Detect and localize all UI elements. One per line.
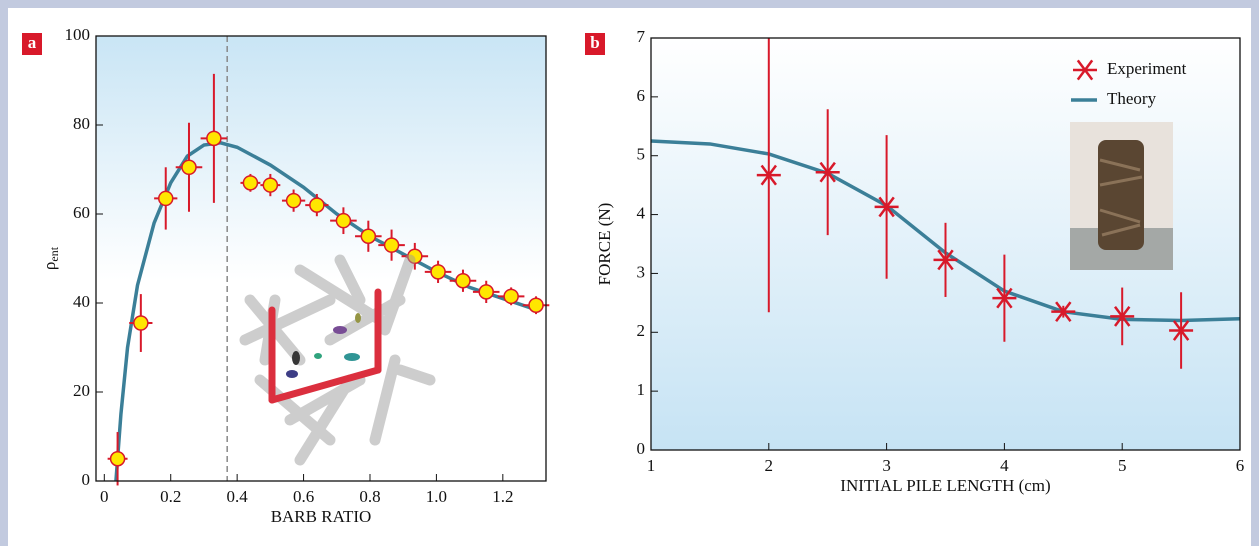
asterisk-marker bbox=[992, 287, 1017, 309]
x-tick-label: 4 bbox=[1000, 456, 1009, 475]
data-point bbox=[383, 237, 400, 253]
x-tick-label: 5 bbox=[1118, 456, 1127, 475]
asterisk-marker bbox=[874, 196, 899, 218]
plot-frame bbox=[95, 35, 547, 482]
y-axis-label: FORCE (N) bbox=[595, 203, 614, 286]
asterisk-stroke bbox=[1076, 59, 1094, 81]
x-tick-label: 1.0 bbox=[426, 487, 447, 506]
asterisk-stroke bbox=[760, 164, 777, 186]
x-tick-label: 2 bbox=[765, 456, 774, 475]
asterisk-marker bbox=[1073, 59, 1097, 81]
y-axis-label: ρent bbox=[40, 246, 61, 270]
panel-label: a bbox=[28, 33, 37, 52]
y-tick-label: 20 bbox=[73, 381, 90, 400]
x-tick-label: 1.2 bbox=[492, 487, 513, 506]
data-point bbox=[430, 264, 446, 280]
asterisk-stroke bbox=[1055, 301, 1072, 323]
asterisk-stroke bbox=[1114, 306, 1131, 327]
x-axis-label: INITIAL PILE LENGTH (cm) bbox=[840, 476, 1050, 495]
asterisk-marker bbox=[1110, 306, 1135, 327]
x-tick-label: 6 bbox=[1236, 456, 1245, 475]
x-axis-label: BARB RATIO bbox=[271, 507, 372, 526]
asterisk-marker bbox=[815, 161, 840, 183]
x-tick-label: 0.6 bbox=[293, 487, 314, 506]
x-tick-label: 0 bbox=[100, 487, 109, 506]
plot-background bbox=[96, 36, 546, 481]
x-tick-label: 0.8 bbox=[359, 487, 380, 506]
panel-label: b bbox=[590, 33, 599, 52]
data-point bbox=[181, 159, 197, 176]
y-tick-label: 7 bbox=[637, 27, 646, 46]
data-point bbox=[528, 297, 544, 313]
y-axis-label-main: ρ bbox=[40, 262, 59, 270]
data-point bbox=[285, 192, 302, 209]
y-tick-label: 2 bbox=[637, 321, 646, 340]
x-tick-label: 3 bbox=[882, 456, 891, 475]
data-point bbox=[133, 315, 149, 331]
data-point bbox=[206, 130, 222, 147]
plot-frame bbox=[650, 37, 1241, 451]
x-tick-label: 1 bbox=[647, 456, 656, 475]
asterisk-marker bbox=[933, 249, 958, 271]
asterisk-stroke bbox=[1172, 320, 1190, 341]
asterisk-stroke bbox=[937, 249, 954, 271]
y-tick-label: 80 bbox=[73, 114, 90, 133]
y-tick-label: 1 bbox=[637, 380, 646, 399]
data-point bbox=[360, 228, 377, 244]
y-tick-label: 4 bbox=[637, 203, 646, 222]
inset-photo bbox=[1070, 122, 1173, 270]
y-tick-label: 60 bbox=[73, 203, 90, 222]
asterisk-stroke bbox=[819, 161, 836, 183]
legend-label: Experiment bbox=[1107, 59, 1187, 78]
asterisk-marker bbox=[1051, 301, 1076, 323]
y-tick-label: 5 bbox=[637, 145, 646, 164]
y-tick-label: 3 bbox=[637, 262, 646, 281]
data-point bbox=[407, 248, 423, 265]
y-tick-label: 100 bbox=[65, 25, 91, 44]
asterisk-stroke bbox=[996, 287, 1013, 309]
data-point bbox=[157, 190, 174, 207]
x-tick-label: 0.2 bbox=[160, 487, 181, 506]
y-tick-label: 40 bbox=[73, 292, 90, 311]
data-point bbox=[503, 288, 519, 305]
y-tick-label: 6 bbox=[637, 86, 646, 105]
data-point bbox=[478, 284, 494, 300]
y-tick-label: 0 bbox=[82, 470, 91, 489]
x-tick-label: 0.4 bbox=[227, 487, 249, 506]
legend-label: Theory bbox=[1107, 89, 1157, 108]
data-point bbox=[109, 451, 126, 467]
y-axis-label-subscript: ent bbox=[47, 246, 61, 261]
data-point bbox=[242, 175, 259, 191]
panel-labels: a b bbox=[22, 33, 605, 55]
y-tick-label: 0 bbox=[637, 439, 646, 458]
data-point bbox=[455, 273, 471, 289]
asterisk-marker bbox=[1169, 320, 1194, 341]
asterisk-marker bbox=[756, 164, 781, 186]
asterisk-stroke bbox=[878, 196, 895, 218]
data-point bbox=[335, 212, 352, 229]
data-point bbox=[309, 197, 325, 213]
y-axis-label-main: FORCE (N) bbox=[595, 203, 614, 286]
inset-rods bbox=[239, 254, 436, 466]
data-point bbox=[262, 177, 279, 193]
